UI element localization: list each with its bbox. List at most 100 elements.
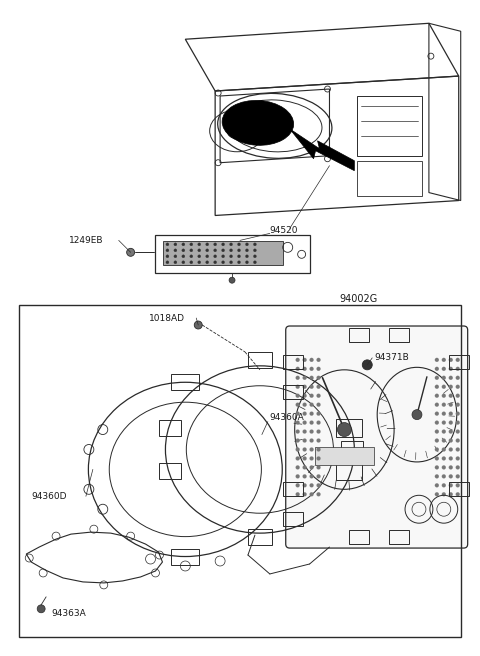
Circle shape [253,261,256,264]
Circle shape [310,394,313,398]
Circle shape [442,457,446,461]
Circle shape [442,394,446,398]
Circle shape [296,420,300,424]
Polygon shape [290,129,354,171]
Bar [389,328,409,342]
Circle shape [456,367,460,371]
Circle shape [442,483,446,487]
Circle shape [302,492,307,497]
Circle shape [166,243,169,246]
Circle shape [442,465,446,470]
Circle shape [296,367,300,371]
Bar [283,355,302,369]
Circle shape [316,376,321,380]
Circle shape [229,261,232,264]
Circle shape [238,243,240,246]
Circle shape [302,358,307,362]
Circle shape [37,605,45,613]
Circle shape [302,457,307,461]
Bar [314,447,374,465]
Bar [341,441,363,455]
Circle shape [442,403,446,407]
Circle shape [302,465,307,470]
Circle shape [435,438,439,443]
Circle shape [296,447,300,451]
Text: 94363A: 94363A [51,609,86,619]
Bar [349,328,369,342]
Circle shape [442,438,446,443]
Circle shape [456,438,460,443]
Circle shape [456,457,460,461]
Circle shape [310,412,313,416]
Circle shape [310,403,313,407]
Circle shape [449,430,453,434]
Text: 94002G: 94002G [339,294,378,304]
Text: 1018AD: 1018AD [148,314,184,323]
Circle shape [182,261,185,264]
Circle shape [456,420,460,424]
Circle shape [362,360,372,370]
Circle shape [245,249,249,252]
Bar [283,482,302,497]
Bar [164,241,283,265]
Circle shape [456,403,460,407]
Circle shape [316,358,321,362]
Circle shape [456,483,460,487]
Circle shape [166,261,169,264]
Circle shape [253,249,256,252]
Circle shape [302,367,307,371]
Bar [389,530,409,544]
Circle shape [316,438,321,443]
Circle shape [302,438,307,443]
Circle shape [206,255,209,258]
FancyBboxPatch shape [286,326,468,548]
Bar [336,462,362,480]
Circle shape [245,261,249,264]
Bar [159,420,181,436]
Circle shape [435,420,439,424]
Ellipse shape [222,100,294,146]
Circle shape [296,457,300,461]
Circle shape [302,447,307,451]
Circle shape [296,438,300,443]
Circle shape [296,376,300,380]
Circle shape [190,261,193,264]
Circle shape [127,249,134,256]
Circle shape [442,492,446,497]
Circle shape [435,465,439,470]
Circle shape [449,465,453,470]
Circle shape [296,474,300,478]
Circle shape [253,255,256,258]
Text: 94371B: 94371B [374,354,409,362]
Circle shape [310,367,313,371]
Circle shape [449,385,453,389]
Circle shape [449,483,453,487]
Circle shape [190,255,193,258]
Circle shape [449,457,453,461]
Circle shape [296,465,300,470]
Circle shape [316,457,321,461]
Circle shape [442,474,446,478]
Bar [248,352,272,368]
Text: 94360A: 94360A [270,413,305,422]
Circle shape [337,422,351,436]
Circle shape [435,367,439,371]
Circle shape [222,255,225,258]
Circle shape [222,243,225,246]
Circle shape [456,465,460,470]
Circle shape [442,447,446,451]
Circle shape [302,403,307,407]
Circle shape [316,385,321,389]
Circle shape [302,385,307,389]
Circle shape [190,249,193,252]
Circle shape [182,243,185,246]
Circle shape [229,277,235,283]
Circle shape [214,255,216,258]
Bar [159,463,181,480]
Circle shape [229,243,232,246]
Circle shape [316,430,321,434]
Circle shape [302,420,307,424]
Circle shape [316,403,321,407]
Circle shape [198,249,201,252]
Circle shape [449,412,453,416]
